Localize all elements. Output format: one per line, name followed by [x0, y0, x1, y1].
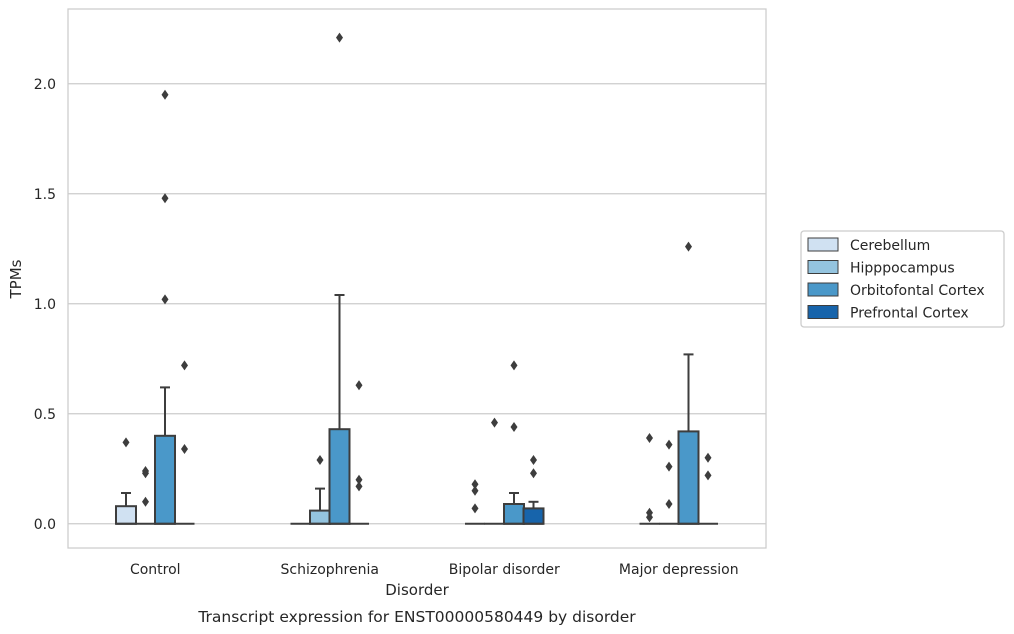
legend-swatch [807, 305, 839, 319]
outlier-point [316, 455, 324, 465]
x-tick-labels: Control Schizophrenia Bipolar disorder Majo… [130, 562, 739, 578]
box [309, 509, 331, 525]
legend-label: Hipppocampus [850, 261, 955, 277]
y-tick-label: 0.5 [34, 407, 56, 423]
legend-label: Orbitofontal Cortex [850, 283, 985, 299]
outlier-point [685, 241, 692, 252]
outlier-point [510, 422, 518, 432]
box-group [328, 294, 351, 525]
outlier-point [336, 32, 343, 43]
outlier-point [704, 470, 712, 481]
box [154, 434, 176, 525]
outlier-point [122, 437, 130, 448]
outlier-point [491, 417, 498, 428]
outlier-point [665, 499, 673, 509]
box-group [503, 492, 525, 525]
outlier-point [161, 89, 169, 100]
outlier-point [665, 461, 673, 472]
legend-frame [800, 230, 1005, 328]
legend-swatch [807, 260, 839, 274]
outlier-point [471, 479, 479, 490]
outlier-point [142, 466, 149, 476]
y-tick-labels: 0.0 0.5 1.0 1.5 2.0 [34, 77, 56, 533]
legend: Cerebellum Hipppocampus Orbitofontal Corte… [800, 230, 1005, 328]
outlier-point [181, 360, 188, 371]
outlier-point [142, 496, 149, 507]
outlier-point [530, 468, 537, 479]
y-axis-label: TPMs [7, 259, 25, 299]
outlier-point [530, 455, 537, 465]
outlier-point [510, 360, 518, 371]
box-group [522, 500, 545, 525]
box-plot-series [115, 294, 718, 525]
plot-frame [67, 8, 767, 549]
outlier-point [665, 439, 673, 450]
box-group [677, 353, 700, 525]
y-tick-label: 1.5 [34, 187, 56, 203]
x-axis-label: Disorder [385, 581, 449, 599]
box [522, 507, 545, 525]
x-tick-label: Control [130, 562, 181, 578]
x-tick-label: Bipolar disorder [449, 562, 560, 578]
box-group [309, 487, 331, 525]
y-tick-label: 2.0 [34, 77, 56, 93]
legend-label: Cerebellum [850, 238, 930, 254]
legend-swatch [807, 237, 839, 252]
box [115, 505, 137, 525]
y-tick-label: 1.0 [34, 297, 56, 313]
outlier-point [355, 474, 363, 485]
box [503, 503, 525, 525]
outlier-point [355, 380, 363, 391]
outlier-markers [122, 32, 712, 523]
box-group [154, 386, 176, 525]
outlier-point [161, 294, 169, 305]
legend-swatch [807, 282, 839, 297]
legend-label: Prefrontal Cortex [850, 306, 969, 322]
outlier-point [181, 444, 188, 454]
x-tick-label: Schizophrenia [281, 562, 379, 578]
outlier-point [646, 507, 653, 518]
box [677, 430, 700, 525]
outlier-point [704, 452, 712, 463]
y-tick-label: 0.0 [34, 517, 56, 533]
outlier-point [646, 433, 653, 443]
outlier-point [355, 481, 363, 492]
x-tick-label: Major depression [619, 562, 739, 578]
box [328, 428, 351, 525]
chart-caption: Transcript expression for ENST0000058044… [197, 608, 636, 626]
outlier-point [161, 193, 169, 204]
outlier-point [471, 485, 479, 496]
box-group [115, 492, 137, 525]
outlier-point [471, 503, 479, 514]
